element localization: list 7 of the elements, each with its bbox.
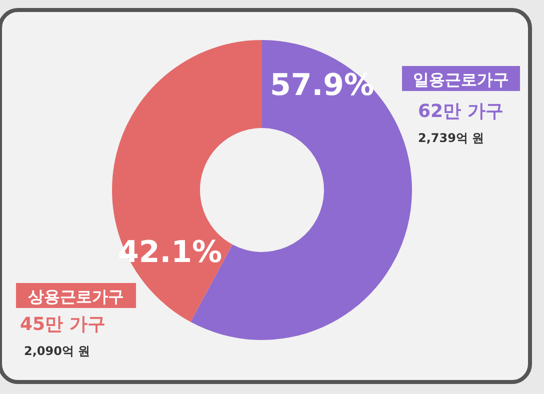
text: 62만 가구 (418, 101, 504, 122)
slice-label: 상용근로가구 (28, 287, 124, 306)
slice-label: 일용근로가구 (413, 70, 509, 89)
text: 45만 가구 (20, 314, 106, 335)
text: 2,090억 원 (24, 344, 90, 358)
text: 2,739억 원 (418, 131, 484, 145)
data-label: 57.9% (270, 68, 374, 103)
